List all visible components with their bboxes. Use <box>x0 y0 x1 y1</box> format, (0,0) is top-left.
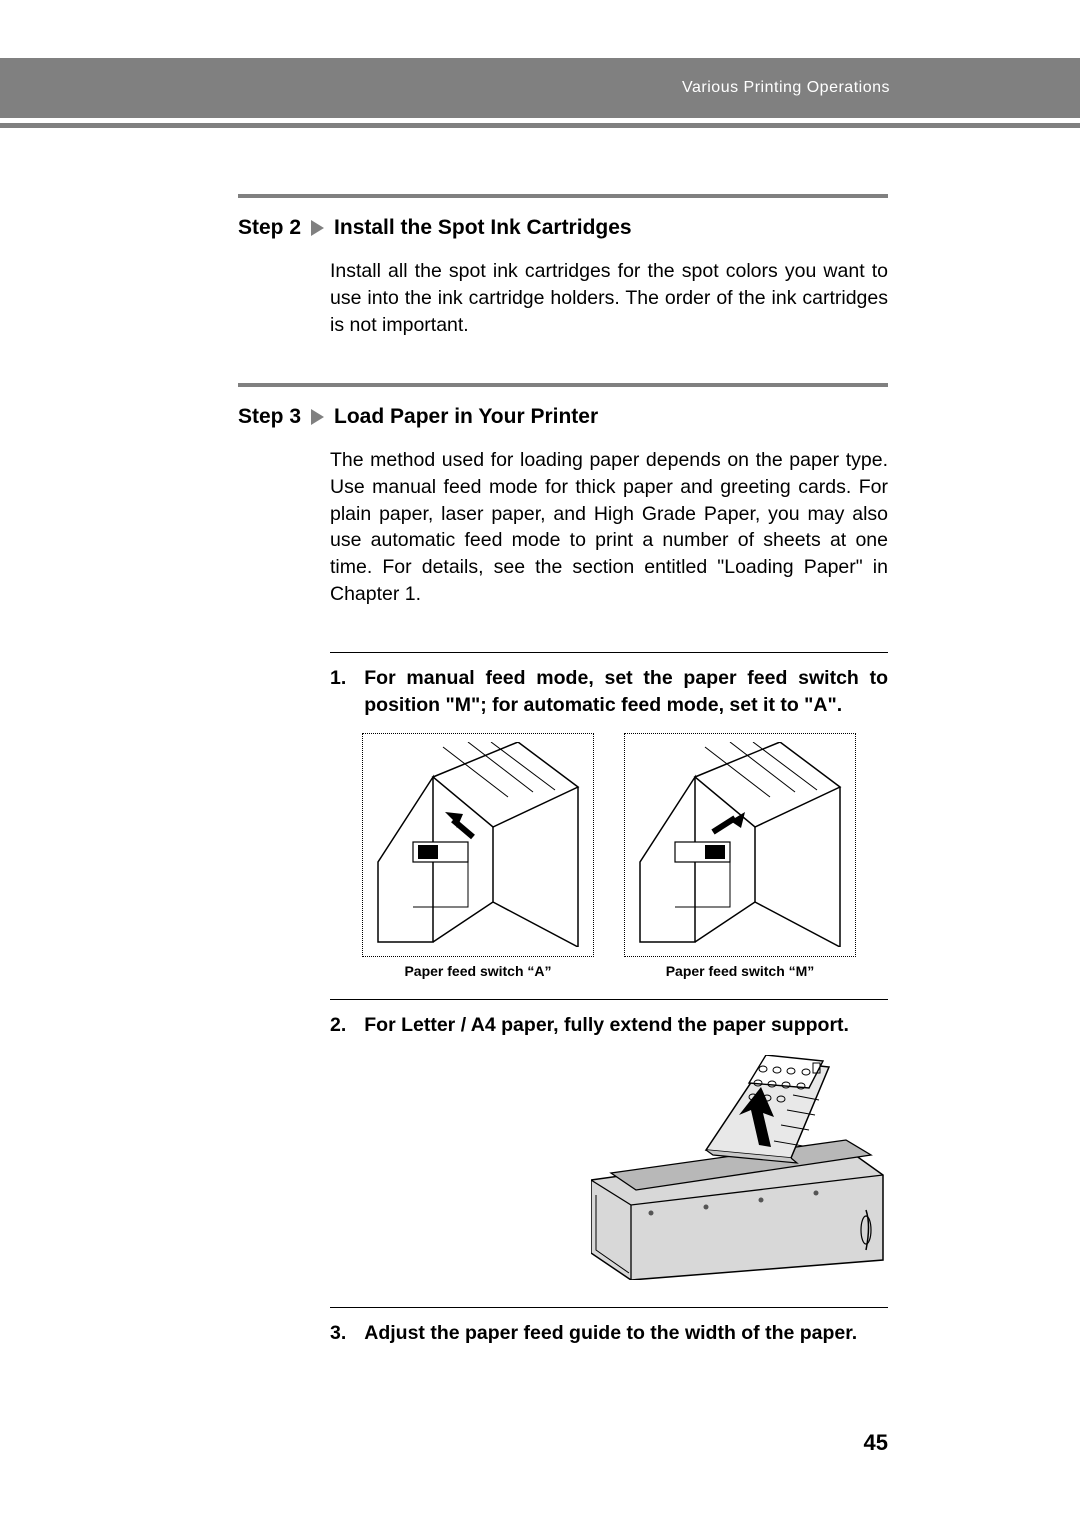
figure-paper-support <box>238 1053 888 1283</box>
figure-caption-m: Paper feed switch “M” <box>624 963 856 979</box>
step2-heading: Step 2 Install the Spot Ink Cartridges <box>238 216 888 240</box>
header-band: Various Printing Operations <box>0 58 1080 118</box>
item-text: Adjust the paper feed guide to the width… <box>364 1320 888 1347</box>
sub-divider <box>330 1307 888 1308</box>
item-number: 3. <box>330 1320 346 1347</box>
figure-frame <box>624 733 856 957</box>
step-divider <box>238 194 888 198</box>
item-number: 1. <box>330 665 346 719</box>
figure-frame <box>362 733 594 957</box>
figure-frame <box>588 1053 888 1283</box>
step3-item-2: 2. For Letter / A4 paper, fully extend t… <box>238 1012 888 1039</box>
item-number: 2. <box>330 1012 346 1039</box>
step3-body: The method used for loading paper depend… <box>238 447 888 608</box>
sub-divider <box>330 999 888 1000</box>
step-divider <box>238 383 888 387</box>
step2-label: Step 2 <box>238 216 301 240</box>
figure-row-switches: Paper feed switch “A” <box>238 733 888 979</box>
item-text: For Letter / A4 paper, fully extend the … <box>364 1012 888 1039</box>
printer-switch-m-diagram <box>635 742 845 947</box>
step3-title: Load Paper in Your Printer <box>334 405 598 429</box>
page-content: Step 2 Install the Spot Ink Cartridges I… <box>238 194 888 1361</box>
printer-switch-a-diagram <box>373 742 583 947</box>
step3-item-1: 1. For manual feed mode, set the paper f… <box>238 665 888 719</box>
sub-divider <box>330 652 888 653</box>
header-section-title: Various Printing Operations <box>682 79 890 97</box>
step2-title: Install the Spot Ink Cartridges <box>334 216 632 240</box>
step3-item-3: 3. Adjust the paper feed guide to the wi… <box>238 1320 888 1347</box>
triangle-right-icon <box>311 409 324 425</box>
step2-body: Install all the spot ink cartridges for … <box>238 258 888 339</box>
figure-caption-a: Paper feed switch “A” <box>362 963 594 979</box>
figure-switch-m: Paper feed switch “M” <box>624 733 856 979</box>
triangle-right-icon <box>311 220 324 236</box>
step3-label: Step 3 <box>238 405 301 429</box>
header-band-thin <box>0 123 1080 128</box>
item-text: For manual feed mode, set the paper feed… <box>364 665 888 719</box>
page-number: 45 <box>864 1430 888 1456</box>
step3-heading: Step 3 Load Paper in Your Printer <box>238 405 888 429</box>
figure-switch-a: Paper feed switch “A” <box>362 733 594 979</box>
printer-paper-support-diagram <box>591 1055 886 1280</box>
